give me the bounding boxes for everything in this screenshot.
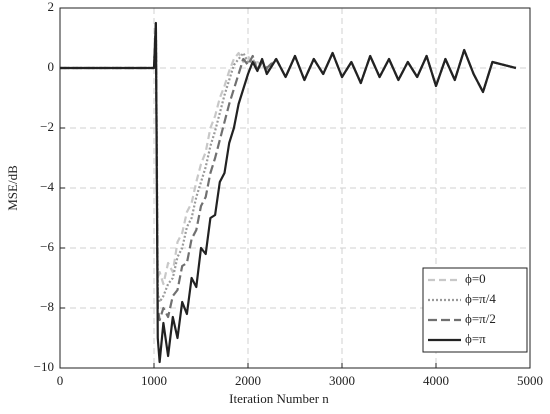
legend-label: ϕ=π/2 bbox=[465, 311, 496, 326]
x-tick-label: 2000 bbox=[235, 373, 261, 388]
plot-frame bbox=[59, 7, 531, 369]
y-tick-label: 0 bbox=[48, 59, 55, 74]
series-line bbox=[60, 21, 517, 364]
y-tick-label: −2 bbox=[40, 119, 54, 134]
legend: ϕ=0 ϕ=π/4 ϕ=π/2 ϕ=π bbox=[422, 267, 528, 353]
y-tick-label: −4 bbox=[40, 179, 54, 194]
x-tick-label: 4000 bbox=[423, 373, 449, 388]
legend-label: ϕ=π/4 bbox=[465, 291, 496, 306]
x-tick-label: 5000 bbox=[517, 373, 543, 388]
y-tick-label: 2 bbox=[48, 0, 55, 14]
y-tick-label: −8 bbox=[40, 299, 54, 314]
x-axis-label: Iteration Number n bbox=[229, 391, 329, 406]
legend-box bbox=[422, 267, 528, 353]
x-tick-label: 1000 bbox=[141, 373, 167, 388]
x-tick-label: 3000 bbox=[329, 373, 355, 388]
legend-label: ϕ=0 bbox=[465, 271, 486, 286]
y-axis-label: MSE/dB bbox=[5, 165, 20, 211]
legend-label: ϕ=π bbox=[465, 331, 486, 346]
y-tick-label: −6 bbox=[40, 239, 54, 254]
y-tick-label: −10 bbox=[34, 359, 54, 374]
x-tick-label: 0 bbox=[57, 373, 64, 388]
